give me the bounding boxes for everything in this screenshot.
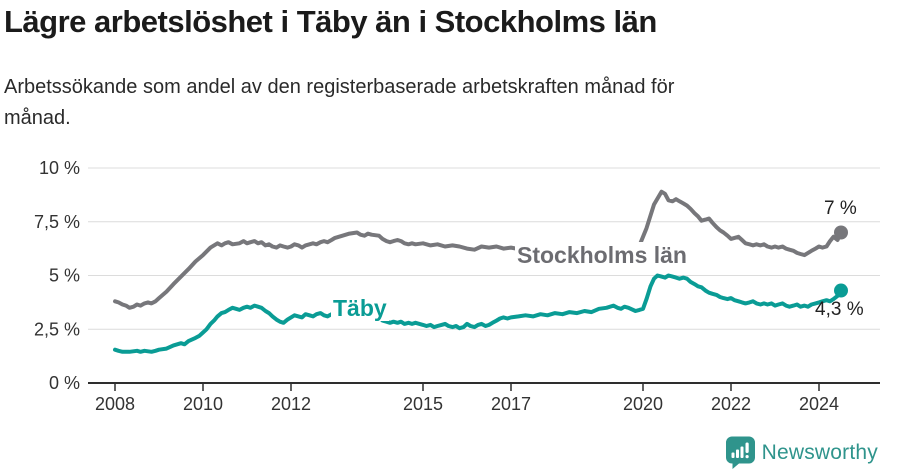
newsworthy-logo-text: Newsworthy [761,440,878,464]
series-label-stockholms-lan: Stockholms län [515,242,689,268]
logo-exclamation-dot [745,455,749,459]
x-tick-label-2012: 2012 [271,394,311,414]
logo-bar-medium [735,449,739,458]
x-tick-label-2008: 2008 [95,394,135,414]
x-tick-label-2020: 2020 [623,394,663,414]
chart-title: Lägre arbetslöshet i Täby än i Stockholm… [4,4,657,39]
y-tick-label-10: 10 % [39,158,80,178]
x-tick-label-2024: 2024 [799,394,839,414]
y-tick-label-7.5: 7,5 % [34,212,80,232]
series-line-taby [113,273,843,354]
x-tick-label-2022: 2022 [711,394,751,414]
x-tick-label-2010: 2010 [183,394,223,414]
logo-bar-small [731,452,735,458]
end-dot-stockholms-lan [834,225,848,240]
logo-exclamation-stem [745,442,749,453]
x-tick-label-2017: 2017 [491,394,531,414]
end-value-label-stockholms-lan: 7 % [824,198,857,219]
y-tick-label-2.5: 2,5 % [34,319,80,339]
logo-bar-large [740,446,744,458]
newsworthy-speech-bubble-barchart-icon [725,436,756,469]
y-tick-label-0: 0 % [49,373,80,393]
newsworthy-logo[interactable]: Newsworthy [725,436,878,469]
end-value-label-taby: 4,3 % [815,299,864,320]
end-dot-taby [834,283,848,298]
chart-subtitle: Arbetssökande som andel av den registerb… [4,76,675,129]
x-tick-label-2015: 2015 [403,394,443,414]
y-tick-label-5: 5 % [49,266,80,286]
series-line-stockholms-lan [113,189,843,310]
series-label-taby: Täby [331,295,389,321]
